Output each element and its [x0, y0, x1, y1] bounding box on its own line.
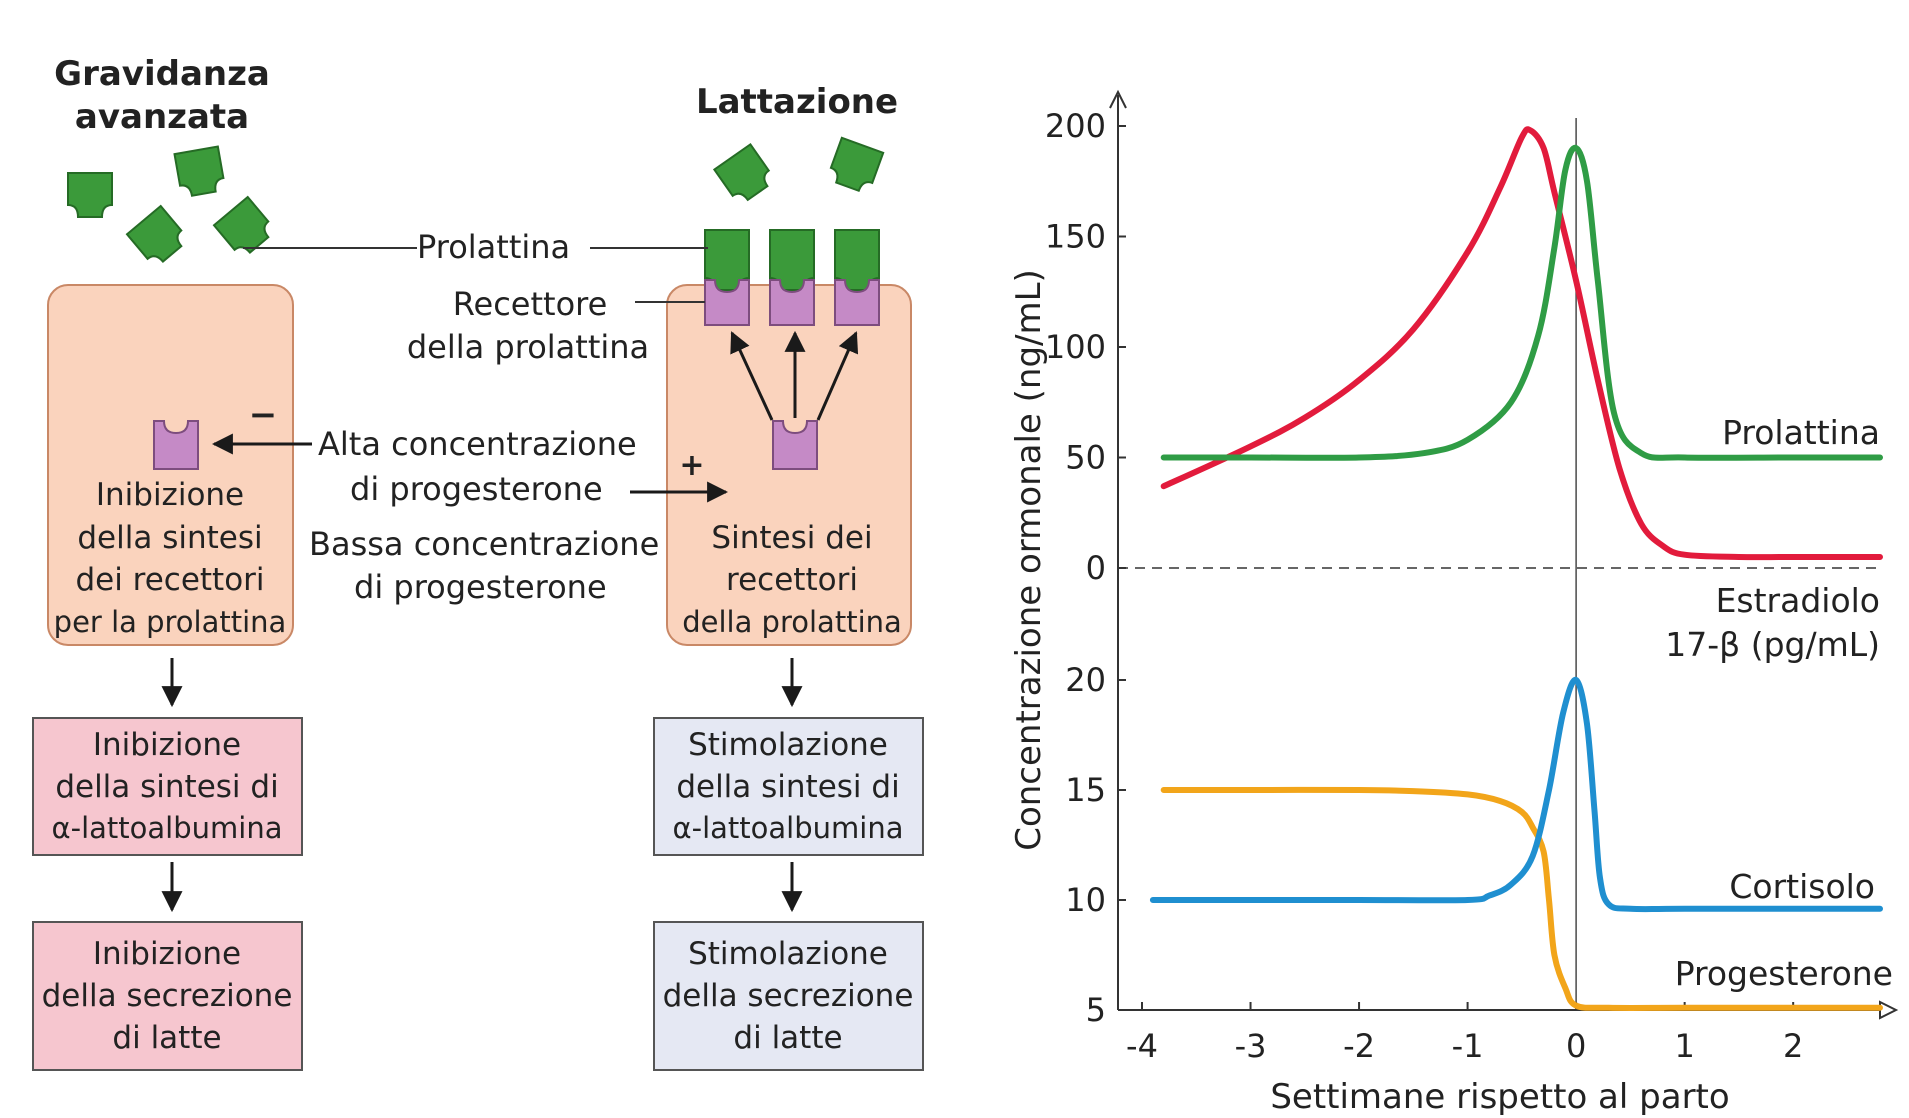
lactation-title: Lattazione [696, 82, 898, 122]
box-text-line: Stimolazione [688, 727, 888, 763]
box-text-line: Inibizione [93, 727, 241, 763]
y-tick-label: 150 [1045, 218, 1106, 256]
low-progesterone-line2: di progesterone [354, 568, 607, 606]
minus-sign: − [249, 395, 278, 435]
series-label-prolactin: Prolattina [1722, 413, 1880, 452]
y-axis-label: Concentrazione ormonale (ng/mL) [1009, 269, 1049, 851]
series-cortisol-line [1149, 677, 1883, 913]
x-axis-label: Settimane rispetto al parto [1270, 1077, 1729, 1117]
y-tick-label: 0 [1086, 549, 1106, 587]
late-pregnancy-title-line2: avanzata [75, 97, 249, 137]
left-box-milk-text: Inibizione della secrezione di latte [42, 936, 293, 1056]
plus-sign: + [679, 448, 704, 483]
y-tick-label: 50 [1065, 439, 1106, 477]
box-text-line: della sintesi di [55, 769, 278, 805]
prolactin-molecule [125, 204, 183, 263]
receptor-label-line2: della prolattina [407, 328, 649, 366]
box-text-line: Stimolazione [688, 936, 888, 972]
y-tick-label: 20 [1065, 661, 1106, 699]
low-progesterone-line1: Bassa concentrazione [309, 525, 659, 563]
right-box-albumin [653, 717, 924, 856]
box-text-line: di latte [112, 1020, 221, 1056]
right-box-milk [653, 921, 924, 1071]
y-tick-label: 15 [1065, 771, 1106, 809]
x-tick-label: 0 [1566, 1027, 1586, 1065]
y-tick-label: 100 [1045, 328, 1106, 366]
box-text-line: di latte [733, 1020, 842, 1056]
left-cell-text-line: Inibizione [96, 477, 244, 513]
right-box-milk-text: Stimolazione della secrezione di latte [663, 936, 914, 1056]
left-box-albumin-text: Inibizione della sintesi di α-lattoalbum… [52, 727, 283, 845]
receptor-label-line1: Recettore [453, 285, 608, 323]
prolactin-molecule [712, 142, 771, 202]
box-text-line: Inibizione [93, 936, 241, 972]
left-cell-text-line: per la prolattina [54, 605, 287, 639]
box-text-line: α-lattoalbumina [673, 811, 904, 845]
right-cell-text-line: recettori [726, 562, 858, 598]
high-progesterone-line2: di progesterone [350, 470, 603, 508]
receptor-left-cell [153, 420, 199, 470]
box-text-line: della secrezione [42, 978, 293, 1014]
left-cell-text: Inibizione della sintesi dei recettori p… [54, 477, 287, 639]
hormone-chart: 200 150 100 50 0 20 15 10 5 -4 -3 -2 -1 0 1 2 Settimane … [1009, 89, 1899, 1117]
x-tick-label: -1 [1452, 1027, 1484, 1065]
receptor-complex [769, 229, 815, 326]
prolactin-label: Prolattina [417, 228, 570, 266]
x-tick-label: -2 [1343, 1027, 1375, 1065]
y-tick-label: 200 [1045, 107, 1106, 145]
left-box-albumin [32, 717, 303, 856]
x-tick-label: -4 [1126, 1027, 1158, 1065]
receptor-complex [704, 229, 750, 326]
receptor-right-cell [772, 420, 818, 470]
series-label-estradiol-line2: 17-β (pg/mL) [1665, 625, 1880, 664]
receptor-translocation-arrows [730, 330, 859, 421]
x-axis-arrow [1879, 1000, 1899, 1020]
y-axis-arrow [1109, 89, 1127, 109]
x-tick-label: 1 [1674, 1027, 1694, 1065]
y-tick-label: 10 [1065, 881, 1106, 919]
y-tick-label: 5 [1086, 991, 1106, 1029]
box-text-line: della sintesi di [676, 769, 899, 805]
x-tick-label: 2 [1783, 1027, 1803, 1065]
receptor-complex [834, 229, 880, 326]
late-pregnancy-title: Gravidanza avanzata [54, 54, 270, 137]
prolactin-molecule [173, 145, 225, 197]
prolactin-molecule [829, 136, 885, 193]
prolactin-molecule [212, 195, 270, 254]
series-label-progesterone: Progesterone [1675, 954, 1893, 993]
box-text-line: α-lattoalbumina [52, 811, 283, 845]
left-box-milk [32, 921, 303, 1071]
late-pregnancy-title-line1: Gravidanza [54, 54, 270, 94]
left-cell-text-line: dei recettori [75, 562, 264, 598]
left-cell-text-line: della sintesi [77, 520, 262, 556]
bound-receptors [704, 229, 880, 326]
x-tick-label: -3 [1235, 1027, 1267, 1065]
flow-arrows [161, 658, 803, 913]
right-cell-text: Sintesi dei recettori della prolattina [682, 520, 902, 639]
series-label-estradiol-line1: Estradiolo [1716, 581, 1880, 620]
box-text-line: della secrezione [663, 978, 914, 1014]
high-progesterone-line1: Alta concentrazione [318, 425, 637, 463]
prolactin-molecules-left [67, 145, 270, 263]
series-label-cortisol: Cortisolo [1729, 867, 1875, 906]
prolactin-molecules-right [712, 136, 885, 202]
prolactin-molecule [67, 172, 113, 218]
right-box-albumin-text: Stimolazione della sintesi di α-lattoalb… [673, 727, 904, 845]
right-cell-text-line: Sintesi dei [711, 520, 872, 556]
series-prolactin-line [1160, 144, 1883, 461]
right-cell-text-line: della prolattina [682, 605, 902, 639]
series-estradiol-line [1160, 126, 1883, 561]
series-progesterone-line [1160, 786, 1883, 1011]
